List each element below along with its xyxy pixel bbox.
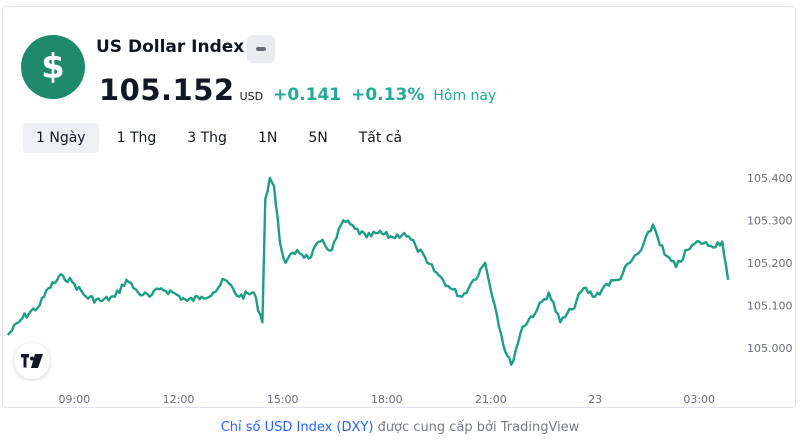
price-change-percent: +0.13% [351,85,425,105]
x-tick-label: 12:00 [163,393,195,406]
attribution-footer: Chỉ số USD Index (DXY) được cung cấp bởi… [0,420,800,435]
tab-1-day[interactable]: 1 Ngày [23,123,99,153]
x-tick-label: 21:00 [475,393,507,406]
index-widget: $ US Dollar Index 105.152 USD +0.141 +0.… [2,6,796,408]
y-tick-label: 105.200 [747,257,793,270]
tradingview-logo-icon[interactable] [14,343,50,379]
tab-1-year[interactable]: 1N [257,130,278,146]
tab-5-years[interactable]: 5N [308,130,328,146]
x-tick-label: 18:00 [371,393,403,406]
dollar-sign-icon: $ [21,35,85,99]
y-tick-label: 105.100 [747,299,793,312]
y-tick-label: 105.300 [747,214,793,227]
range-tabs: 1 Ngày 1 Thg 3 Thg 1N 5N Tất cả [23,123,420,153]
price-series-line [6,176,730,366]
price-change: +0.141 [273,85,342,105]
period-label: Hôm nay [433,88,497,104]
symbol-title[interactable]: US Dollar Index [96,37,245,57]
price-row: 105.152 USD +0.141 +0.13% Hôm nay [99,73,496,107]
x-tick-label: 03:00 [683,393,715,406]
minus-icon[interactable] [247,35,275,63]
attribution-text: được cung cấp bởi TradingView [373,420,580,435]
tab-3-months[interactable]: 3 Thg [187,130,227,146]
y-tick-label: 105.400 [747,172,793,185]
x-tick-label: 09:00 [59,393,91,406]
tab-1-month[interactable]: 1 Thg [116,130,157,146]
y-tick-label: 105.000 [747,342,793,355]
svg-text:$: $ [41,47,65,87]
x-tick-label: 23 [588,393,602,406]
x-tick-label: 15:00 [267,393,299,406]
last-price: 105.152 [99,73,235,107]
price-chart[interactable]: 105.400 105.300 105.200 105.100 105.000 09:00… [3,157,795,407]
index-link[interactable]: Chỉ số USD Index (DXY) [220,420,374,435]
currency-label: USD [239,90,264,103]
tab-all[interactable]: Tất cả [358,130,403,146]
